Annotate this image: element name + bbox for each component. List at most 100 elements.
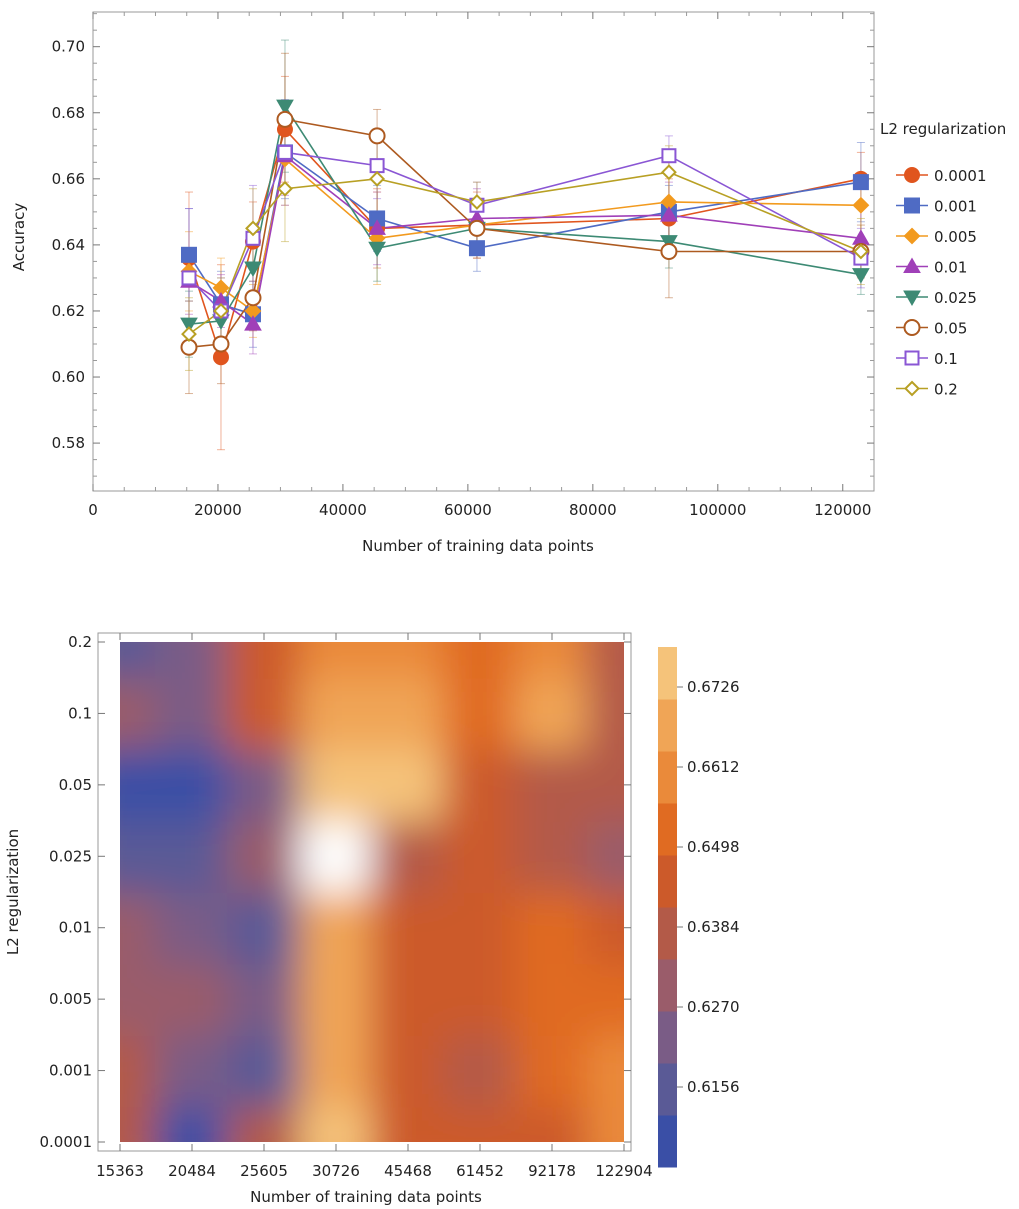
point-marker bbox=[904, 167, 920, 183]
point-marker bbox=[244, 315, 262, 331]
contour-cell bbox=[371, 1033, 445, 1108]
colorbar-tick-label: 0.6726 bbox=[687, 678, 740, 696]
point-marker bbox=[181, 270, 197, 286]
point-marker bbox=[903, 257, 921, 273]
series-line-group bbox=[188, 104, 862, 360]
contour-cell bbox=[443, 962, 517, 1036]
x-tick-label: 92178 bbox=[528, 1162, 576, 1180]
point-marker bbox=[904, 197, 920, 214]
contour-cell bbox=[371, 1105, 445, 1142]
contour-cell bbox=[155, 676, 229, 751]
y-tick-label: 0.66 bbox=[52, 170, 85, 188]
legend-title: L2 regularization bbox=[880, 120, 1006, 138]
point-marker bbox=[276, 99, 294, 116]
x-tick-label: 0 bbox=[88, 501, 98, 519]
point-marker bbox=[852, 268, 870, 284]
legend-item: 0.025 bbox=[896, 289, 977, 307]
y-axis-title: Accuracy bbox=[10, 203, 28, 272]
point-marker bbox=[244, 289, 262, 307]
legend-label: 0.005 bbox=[934, 228, 977, 246]
point-marker bbox=[245, 220, 261, 237]
x-axis-title: Number of training data points bbox=[362, 537, 594, 555]
legend-label: 0.025 bbox=[934, 289, 977, 307]
contour-cell bbox=[587, 819, 624, 893]
contour-cell bbox=[443, 819, 517, 893]
colorbar-tick-label: 0.6156 bbox=[687, 1078, 740, 1096]
point-marker bbox=[277, 180, 293, 197]
colorbar-band bbox=[658, 803, 677, 856]
point-marker bbox=[660, 235, 678, 251]
point-marker bbox=[904, 380, 920, 397]
point-marker bbox=[661, 148, 677, 164]
contour-cell bbox=[299, 642, 373, 679]
contour-cell bbox=[299, 1105, 373, 1142]
legend-item: 0.001 bbox=[896, 197, 977, 216]
contour-cell bbox=[587, 891, 624, 965]
contour-cell bbox=[299, 891, 373, 965]
colorbar-band bbox=[658, 699, 677, 752]
y-tick-label: 0.001 bbox=[49, 1062, 92, 1080]
contour-cell bbox=[120, 1105, 157, 1142]
contour-cell bbox=[587, 748, 624, 822]
x-tick-label: 80000 bbox=[569, 501, 617, 519]
contour-cell bbox=[587, 1033, 624, 1108]
legend-item: 0.05 bbox=[896, 319, 967, 338]
contour-cell bbox=[443, 642, 517, 679]
contour-cell bbox=[371, 642, 445, 679]
contour-cell bbox=[587, 676, 624, 751]
contour-cell bbox=[299, 962, 373, 1036]
y-tick-label: 0.1 bbox=[68, 704, 92, 722]
contour-cell bbox=[155, 1033, 229, 1108]
point-marker bbox=[369, 170, 385, 187]
plot-frame bbox=[97, 632, 632, 1152]
contour-cell bbox=[515, 748, 589, 822]
contour-cell bbox=[443, 676, 517, 751]
contour-cell bbox=[515, 1105, 589, 1142]
colorbar-band bbox=[658, 647, 677, 700]
contour-cell bbox=[587, 642, 624, 679]
legend-item: 0.1 bbox=[896, 350, 958, 368]
contour-cell bbox=[515, 891, 589, 965]
y-tick-label: 0.05 bbox=[59, 776, 92, 794]
colorbar-band bbox=[658, 751, 677, 804]
contour-cell bbox=[443, 1033, 517, 1108]
point-marker bbox=[368, 241, 386, 258]
x-tick-label: 20484 bbox=[168, 1162, 216, 1180]
x-axis-title: Number of training data points bbox=[250, 1188, 482, 1206]
legend-label: 0.01 bbox=[934, 259, 967, 277]
point-marker bbox=[469, 194, 485, 210]
legend-label: 0.05 bbox=[934, 320, 967, 338]
contour-cell bbox=[515, 962, 589, 1036]
contour-cell bbox=[443, 1105, 517, 1142]
colorbar: 0.6156 0.6270 0.6384 0.6498 0.6612 0.6726 bbox=[658, 647, 740, 1168]
legend-label: 0.1 bbox=[934, 350, 958, 368]
point-marker bbox=[368, 127, 386, 145]
contour-cell bbox=[120, 1033, 157, 1108]
colorbar-band bbox=[658, 907, 677, 960]
y-tick-label: 0.64 bbox=[52, 236, 85, 254]
tick-group: 0 20000 40000 60000 80000 100000 120000 0.58 0.6… bbox=[52, 12, 875, 519]
x-tick-label: 40000 bbox=[319, 501, 367, 519]
contour-cell bbox=[299, 819, 373, 893]
point-marker bbox=[903, 290, 921, 307]
contour-cell bbox=[155, 962, 229, 1036]
legend-item: 0.2 bbox=[896, 381, 958, 399]
contour-cell bbox=[227, 891, 301, 965]
y-tick-label: 0.58 bbox=[52, 434, 85, 452]
point-marker bbox=[180, 246, 197, 263]
marker-group bbox=[180, 99, 870, 366]
point-marker bbox=[903, 227, 921, 245]
contour-cell bbox=[155, 819, 229, 893]
legend: L2 regularization 0.0001 0.001 0.005 0.01 0.… bbox=[880, 120, 1006, 399]
legend-label: 0.001 bbox=[934, 198, 977, 216]
point-marker bbox=[903, 319, 921, 336]
colorbar-tick-label: 0.6612 bbox=[687, 758, 740, 776]
contour-cell bbox=[587, 962, 624, 1036]
series-line bbox=[188, 104, 862, 325]
contour-cell bbox=[155, 1105, 229, 1142]
point-marker bbox=[276, 110, 294, 128]
contour-cell bbox=[371, 748, 445, 822]
y-tick-label: 0.2 bbox=[68, 633, 92, 651]
contour-cell bbox=[227, 1105, 301, 1142]
contour-cells bbox=[120, 642, 624, 1142]
